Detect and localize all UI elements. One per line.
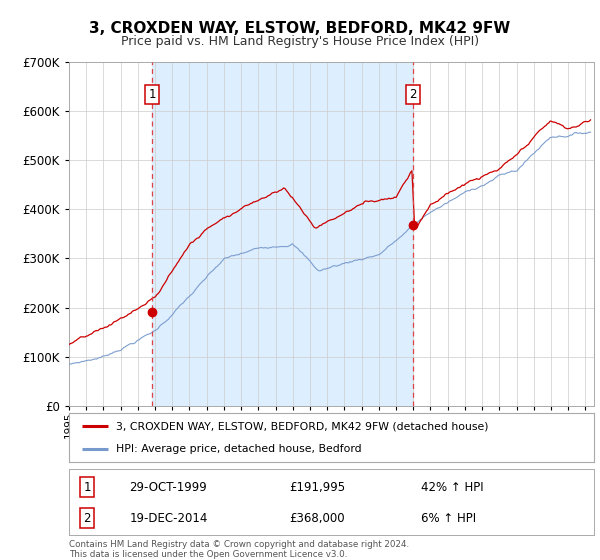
Text: 19-DEC-2014: 19-DEC-2014	[130, 512, 208, 525]
Text: This data is licensed under the Open Government Licence v3.0.: This data is licensed under the Open Gov…	[69, 550, 347, 559]
Text: 29-OCT-1999: 29-OCT-1999	[130, 480, 207, 494]
Text: 3, CROXDEN WAY, ELSTOW, BEDFORD, MK42 9FW (detached house): 3, CROXDEN WAY, ELSTOW, BEDFORD, MK42 9F…	[116, 421, 489, 431]
Text: Price paid vs. HM Land Registry's House Price Index (HPI): Price paid vs. HM Land Registry's House …	[121, 35, 479, 48]
Bar	[152, 62, 413, 406]
Text: 2: 2	[83, 512, 91, 525]
Text: 42% ↑ HPI: 42% ↑ HPI	[421, 480, 484, 494]
Text: £191,995: £191,995	[290, 480, 346, 494]
Text: 6% ↑ HPI: 6% ↑ HPI	[421, 512, 476, 525]
Text: 1: 1	[148, 88, 156, 101]
Text: £368,000: £368,000	[290, 512, 345, 525]
Text: HPI: Average price, detached house, Bedford: HPI: Average price, detached house, Bedf…	[116, 444, 362, 454]
Text: 1: 1	[83, 480, 91, 494]
Text: Contains HM Land Registry data © Crown copyright and database right 2024.: Contains HM Land Registry data © Crown c…	[69, 540, 409, 549]
Text: 2: 2	[409, 88, 416, 101]
Text: 3, CROXDEN WAY, ELSTOW, BEDFORD, MK42 9FW: 3, CROXDEN WAY, ELSTOW, BEDFORD, MK42 9F…	[89, 21, 511, 36]
